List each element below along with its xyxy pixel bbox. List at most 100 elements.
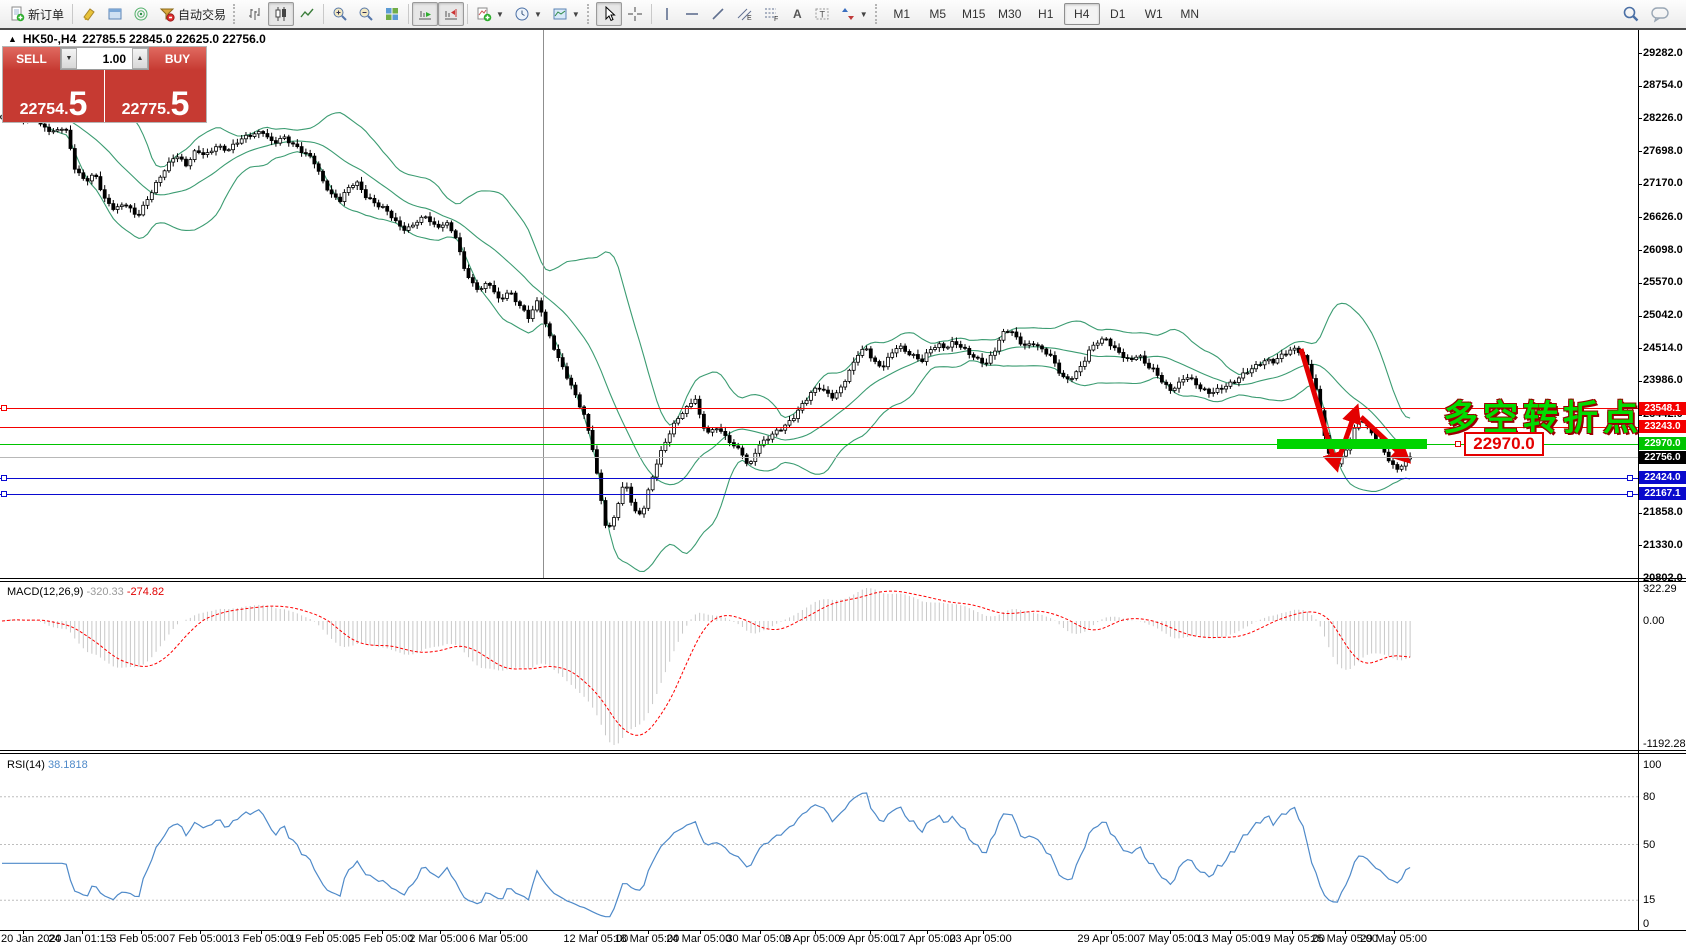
signal-button[interactable] bbox=[128, 2, 154, 26]
candle-body bbox=[556, 348, 561, 358]
candle-body bbox=[1249, 368, 1254, 374]
horizontal-line-22424.0[interactable] bbox=[0, 477, 1638, 479]
candle-body bbox=[209, 150, 214, 153]
dropdown-caret: ▼ bbox=[533, 9, 542, 19]
timeframe-m30[interactable]: M30 bbox=[998, 7, 1022, 21]
pane-separator[interactable] bbox=[0, 578, 1686, 579]
date-axis[interactable]: 20 Jan 2020 24 Jan 01:15 3 Feb 05:00 7 Feb … bbox=[0, 930, 1686, 946]
line-handle-left[interactable] bbox=[1, 490, 7, 497]
candle-body bbox=[646, 489, 651, 509]
bar-chart-button[interactable] bbox=[242, 2, 268, 26]
y-axis-tick-label: 21330.0 bbox=[1643, 538, 1683, 551]
timeframe-d1[interactable]: D1 bbox=[1110, 7, 1126, 21]
date-tick bbox=[1111, 930, 1112, 934]
separator bbox=[467, 4, 469, 24]
volume-up-button[interactable]: ▲ bbox=[132, 48, 148, 69]
volume-down-button[interactable]: ▼ bbox=[61, 48, 77, 69]
candle-body bbox=[1095, 342, 1100, 346]
sell-price-button[interactable]: 22754 . 5 bbox=[3, 70, 104, 122]
y-axis-tick-label: 23986.0 bbox=[1643, 374, 1683, 387]
annotation-connector-handle[interactable] bbox=[1455, 440, 1461, 447]
line-chart-button[interactable] bbox=[294, 2, 320, 26]
cursor-button[interactable] bbox=[595, 2, 622, 26]
chat-icon[interactable] bbox=[1650, 5, 1672, 23]
channel-button[interactable]: E bbox=[731, 2, 758, 26]
horizontal-line-22970.0[interactable] bbox=[0, 443, 1638, 445]
timeframe-m1[interactable]: M1 bbox=[893, 7, 911, 21]
timeframe-h1[interactable]: H1 bbox=[1038, 7, 1054, 21]
fibonacci-button[interactable]: F bbox=[758, 2, 785, 26]
y-axis-tick bbox=[1638, 151, 1642, 153]
templates-icon bbox=[553, 8, 567, 20]
price-annotation-label[interactable]: 22970.0 bbox=[1464, 432, 1544, 456]
y-axis-tick bbox=[1638, 250, 1642, 252]
main-price-chart[interactable] bbox=[0, 30, 1686, 578]
zoom-in-button[interactable] bbox=[327, 2, 353, 26]
periods-button[interactable]: ▼ bbox=[509, 2, 547, 26]
candle-body bbox=[963, 346, 967, 349]
candle-body bbox=[175, 156, 180, 160]
pane-separator[interactable] bbox=[0, 750, 1686, 751]
support-zone-rectangle[interactable] bbox=[1277, 438, 1427, 449]
collapse-icon[interactable]: ▲ bbox=[8, 34, 17, 44]
tile-windows-button[interactable] bbox=[379, 2, 405, 26]
svg-text:E: E bbox=[747, 15, 752, 22]
horizontal-line-button[interactable] bbox=[679, 2, 705, 26]
candlestick-chart-button[interactable] bbox=[268, 2, 295, 26]
autotrade-button[interactable]: 自动交易 bbox=[154, 2, 231, 26]
timeframe-h4[interactable]: H4 bbox=[1063, 3, 1100, 25]
sell-button[interactable]: SELL bbox=[3, 47, 60, 70]
candle-body bbox=[278, 138, 283, 144]
line-handle-right[interactable] bbox=[1627, 423, 1633, 430]
trend-arrow-segment[interactable] bbox=[1359, 415, 1412, 464]
search-icon[interactable] bbox=[1622, 5, 1640, 23]
vertical-line-object[interactable] bbox=[543, 30, 544, 578]
auto-scroll-button[interactable] bbox=[412, 2, 439, 26]
volume-value[interactable]: 1.00 bbox=[102, 51, 126, 66]
timeframe-mn[interactable]: MN bbox=[1180, 7, 1200, 21]
candle-body bbox=[530, 309, 535, 319]
candle-body bbox=[196, 150, 201, 154]
pane-separator[interactable] bbox=[0, 581, 1686, 582]
indicators-button[interactable]: ▼ bbox=[471, 2, 509, 26]
buy-price-button[interactable]: 22775 . 5 bbox=[105, 70, 206, 122]
crosshair-button[interactable] bbox=[622, 2, 648, 26]
candle-body bbox=[582, 406, 586, 415]
zoom-out-button[interactable] bbox=[353, 2, 379, 26]
turning-point-annotation[interactable]: 多空转折点 bbox=[1443, 399, 1644, 438]
market-window-button[interactable] bbox=[102, 2, 128, 26]
line-handle-left[interactable] bbox=[1, 474, 7, 481]
vertical-line-button[interactable] bbox=[655, 2, 679, 26]
horizontal-line-23548.1[interactable] bbox=[0, 408, 1638, 409]
chart-area[interactable]: ▲ HK50-,H4 22785.5 22845.0 22625.0 22756… bbox=[0, 30, 1686, 946]
chart-shift-button[interactable] bbox=[438, 2, 465, 26]
candle-body bbox=[1254, 364, 1258, 370]
candle-body bbox=[64, 128, 69, 131]
new-order-button[interactable]: 新订单 bbox=[4, 2, 69, 26]
horizontal-line-22756.0[interactable] bbox=[0, 457, 1638, 458]
line-handle-right[interactable] bbox=[1627, 405, 1633, 411]
text-button[interactable]: A bbox=[785, 2, 809, 26]
line-handle-left[interactable] bbox=[1, 405, 7, 411]
line-handle-right[interactable] bbox=[1627, 490, 1633, 497]
timeframe-m5[interactable]: M5 bbox=[929, 7, 947, 21]
text-label-button[interactable]: T bbox=[809, 2, 835, 26]
pane-separator[interactable] bbox=[0, 753, 1686, 754]
arrows-button[interactable]: ▼ bbox=[835, 2, 873, 26]
candle-body bbox=[385, 205, 390, 212]
timeframe-w1[interactable]: W1 bbox=[1144, 7, 1163, 21]
horizontal-line-22167.1[interactable] bbox=[0, 493, 1638, 495]
buy-button[interactable]: BUY bbox=[149, 47, 206, 70]
candle-body bbox=[201, 152, 206, 155]
horizontal-line-23243.0[interactable] bbox=[0, 426, 1638, 428]
candle-body bbox=[398, 220, 402, 227]
candle-body bbox=[432, 221, 437, 225]
trend-arrow-segment[interactable] bbox=[1334, 403, 1362, 465]
svg-text:T: T bbox=[819, 10, 825, 20]
candle-body bbox=[158, 176, 163, 183]
trendline-button[interactable] bbox=[705, 2, 731, 26]
styler-button[interactable] bbox=[76, 2, 102, 26]
timeframe-m15[interactable]: M15 bbox=[962, 7, 986, 21]
templates-button[interactable]: ▼ bbox=[547, 2, 585, 26]
line-handle-right[interactable] bbox=[1627, 474, 1633, 481]
